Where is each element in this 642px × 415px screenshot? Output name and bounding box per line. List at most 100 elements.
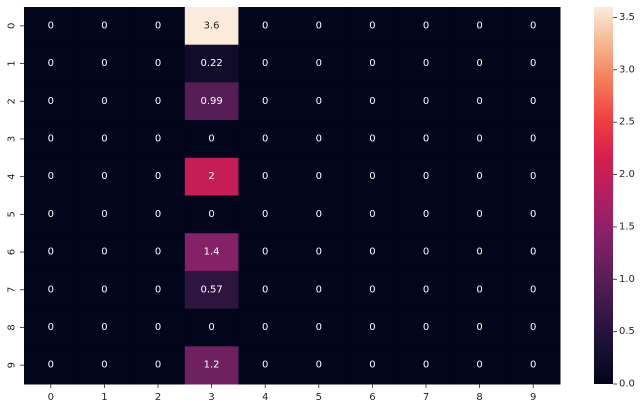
heatmap-cell-label-r6-c1: 0 [101,247,107,258]
y-axis: 0 1 2 3 4 5 6 7 8 9 [7,23,24,368]
heatmap-cell-r2-c6 [345,82,400,121]
heatmap-cell-label-r6-c4: 0 [262,247,268,258]
heatmap-cell-r8-c9 [506,308,561,347]
heatmap-cell-label-r7-c1: 0 [101,284,107,295]
x-tick-label: 7 [423,392,429,403]
heatmap-cell-label-r3-c3: 0 [208,133,214,144]
y-tick-label: 4 [7,173,18,179]
heatmap-cell-r2-c9 [506,82,561,121]
heatmap-cell-label-r5-c1: 0 [101,209,107,220]
heatmap-cell-r4-c5 [292,157,347,196]
heatmap-cell-r4-c1 [77,157,132,196]
y-tick-label: 5 [7,211,18,217]
heatmap-cell-label-r1-c2: 0 [155,58,161,69]
heatmap-cell-label-r8-c7: 0 [423,322,429,333]
heatmap-cell-r7-c6 [345,270,400,310]
heatmap-cell-label-r9-c8: 0 [476,360,482,371]
heatmap-cell-r0-c1 [77,7,132,46]
heatmap-cell-r4-c8 [452,157,507,196]
heatmap-cell-label-r4-c0: 0 [48,171,54,182]
heatmap-cell-r3-c1 [77,120,132,159]
heatmap-cell-r5-c6 [345,195,400,234]
heatmap-cells [24,7,561,385]
heatmap-cell-r5-c8 [452,195,507,234]
heatmap-cell-r8-c0 [24,308,79,347]
colorbar-tick-label: 2.0 [619,169,635,180]
heatmap-cell-label-r8-c3: 0 [208,322,214,333]
x-tick-label: 0 [48,392,54,403]
heatmap-cell-label-r4-c8: 0 [476,171,482,182]
x-tick-label: 8 [476,392,482,403]
heatmap-cell-r8-c1 [77,308,132,347]
heatmap-cell-r0-c5 [292,7,347,46]
heatmap-cell-r3-c6 [345,120,400,159]
heatmap-cell-r2-c7 [399,82,454,121]
heatmap-cell-label-r8-c6: 0 [369,322,375,333]
colorbar-tick-label: 0.5 [619,326,635,337]
x-tick-label: 2 [155,392,161,403]
heatmap-cell-r1-c4 [238,44,293,83]
heatmap-cell-r8-c8 [452,308,507,347]
heatmap-cell-label-r6-c7: 0 [423,247,429,258]
y-tick-label: 0 [7,23,18,29]
heatmap-cell-r7-c3 [184,270,239,310]
heatmap-cell-r9-c6 [345,346,400,385]
heatmap-cell-r8-c4 [238,308,293,347]
heatmap-cell-r6-c6 [345,233,400,272]
heatmap-cell-r3-c0 [24,120,79,159]
heatmap-cell-r0-c6 [345,7,400,46]
heatmap-cell-r6-c4 [238,233,293,272]
heatmap-cell-label-r2-c3: 0.99 [200,96,222,107]
heatmap-cell-r5-c7 [399,195,454,234]
heatmap-cell-r5-c3 [184,195,239,234]
heatmap-cell-label-r0-c4: 0 [262,20,268,31]
heatmap-cell-r0-c2 [131,7,186,46]
heatmap-cell-r7-c1 [77,270,132,310]
heatmap-cell-r6-c7 [399,233,454,272]
y-tick-label: 6 [7,249,18,255]
heatmap-cell-label-r9-c5: 0 [316,360,322,371]
heatmap-cell-label-r7-c9: 0 [530,284,536,295]
heatmap-cell-r7-c9 [506,270,561,310]
heatmap-cell-r6-c9 [506,233,561,272]
heatmap-cell-label-r7-c4: 0 [262,284,268,295]
heatmap-cell-r8-c6 [345,308,400,347]
heatmap-cell-label-r9-c9: 0 [530,360,536,371]
heatmap-cell-label-r9-c0: 0 [48,360,54,371]
heatmap-cell-r3-c8 [452,120,507,159]
colorbar-tick-label: 1.0 [619,274,635,285]
heatmap-cell-r4-c3 [184,157,239,196]
heatmap-cell-r5-c4 [238,195,293,234]
heatmap-cell-label-r6-c0: 0 [48,247,54,258]
heatmap-cell-label-r9-c7: 0 [423,360,429,371]
heatmap-cell-r2-c4 [238,82,293,121]
heatmap-cell-r2-c0 [24,82,79,121]
heatmap-cell-label-r0-c0: 0 [48,20,54,31]
x-axis: 0 1 2 3 4 5 6 7 8 9 [48,384,536,403]
heatmap-cell-label-r7-c6: 0 [369,284,375,295]
heatmap-cell-label-r3-c8: 0 [476,133,482,144]
heatmap-cell-label-r4-c6: 0 [369,171,375,182]
heatmap-cell-label-r5-c3: 0 [208,209,214,220]
heatmap-cell-r9-c0 [24,346,79,385]
heatmap-cell-label-r5-c4: 0 [262,209,268,220]
heatmap-cell-label-r8-c4: 0 [262,322,268,333]
x-tick-label: 9 [530,392,536,403]
heatmap-cell-r1-c9 [506,44,561,83]
heatmap-cell-r7-c8 [452,270,507,310]
heatmap-cell-label-r5-c2: 0 [155,209,161,220]
heatmap-cell-r2-c2 [131,82,186,121]
heatmap-cell-r2-c1 [77,82,132,121]
heatmap-cell-label-r5-c9: 0 [530,209,536,220]
heatmap-cell-r4-c2 [131,157,186,196]
heatmap-cell-label-r2-c7: 0 [423,96,429,107]
heatmap-cell-label-r9-c4: 0 [262,360,268,371]
heatmap-cell-r4-c9 [506,157,561,196]
heatmap-cell-label-r4-c4: 0 [262,171,268,182]
heatmap-cell-r1-c7 [399,44,454,83]
heatmap-cell-label-r3-c5: 0 [316,133,322,144]
colorbar-tick-label: 0.0 [619,379,635,390]
heatmap-cell-label-r5-c6: 0 [369,209,375,220]
heatmap-cell-r8-c2 [131,308,186,347]
